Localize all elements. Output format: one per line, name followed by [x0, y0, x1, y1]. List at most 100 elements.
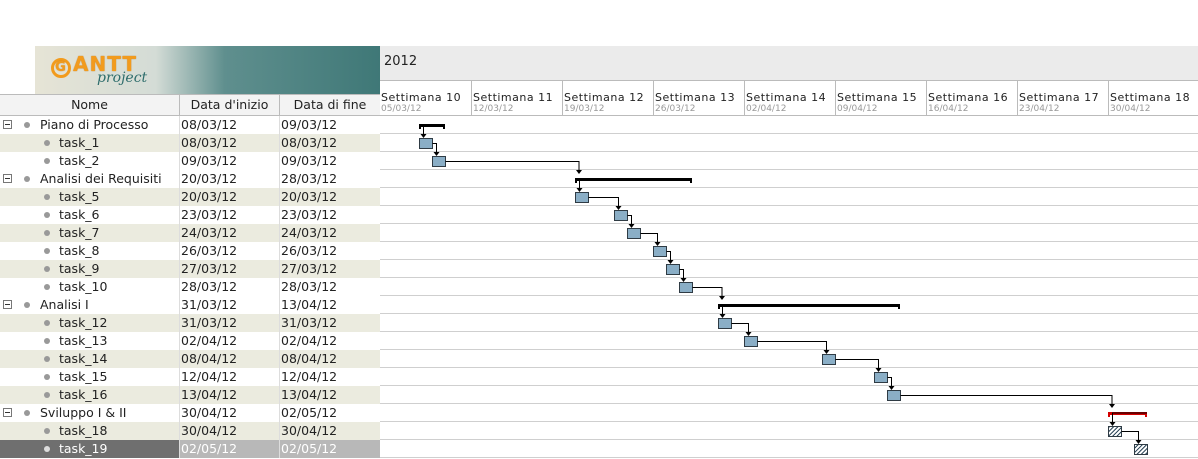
task-start-date[interactable]: 31/03/12 [180, 314, 280, 332]
summary-bar-right-cap[interactable] [690, 178, 692, 183]
task-name-cell[interactable]: task_7 [0, 224, 180, 242]
task-bar[interactable] [1108, 426, 1122, 437]
task-start-date[interactable]: 13/04/12 [180, 386, 280, 404]
task-group-row[interactable]: Piano di Processo 08/03/12 09/03/12 [0, 116, 380, 134]
task-end-date[interactable]: 28/03/12 [281, 171, 338, 186]
task-start-date[interactable]: 27/03/12 [180, 260, 280, 278]
task-row[interactable]: task_7 24/03/12 24/03/12 [0, 224, 380, 242]
task-start-date[interactable]: 28/03/12 [180, 278, 280, 296]
task-bar[interactable] [627, 228, 641, 239]
task-bar[interactable] [575, 192, 589, 203]
column-header-start[interactable]: Data d'inizio [180, 95, 280, 115]
task-end-date[interactable]: 30/04/12 [281, 423, 338, 438]
task-name-cell[interactable]: task_10 [0, 278, 180, 296]
summary-bar-right-cap[interactable] [1145, 412, 1147, 417]
task-name-cell[interactable]: task_19 [0, 440, 180, 458]
task-name-cell[interactable]: task_12 [0, 314, 180, 332]
summary-bar-left-cap[interactable] [1108, 412, 1110, 417]
task-start-date[interactable]: 24/03/12 [180, 224, 280, 242]
task-group-row[interactable]: Analisi dei Requisiti 20/03/12 28/03/12 [0, 170, 380, 188]
task-end-date[interactable]: 13/04/12 [281, 297, 338, 312]
task-bar[interactable] [1134, 444, 1148, 455]
task-end-date[interactable]: 27/03/12 [281, 261, 338, 276]
task-end-date[interactable]: 23/03/12 [281, 207, 338, 222]
task-start-date[interactable]: 26/03/12 [180, 242, 280, 260]
task-group-row[interactable]: Sviluppo I & II 30/04/12 02/05/12 [0, 404, 380, 422]
collapse-toggle-icon[interactable] [3, 408, 12, 417]
task-name-cell[interactable]: task_15 [0, 368, 180, 386]
task-bar[interactable] [679, 282, 693, 293]
task-row[interactable]: task_10 28/03/12 28/03/12 [0, 278, 380, 296]
task-row[interactable]: task_2 09/03/12 09/03/12 [0, 152, 380, 170]
summary-bar-right-cap[interactable] [443, 124, 445, 129]
summary-bar-right-cap[interactable] [898, 304, 900, 309]
task-row[interactable]: task_19 02/05/12 02/05/12 [0, 440, 380, 458]
task-name-cell[interactable]: task_1 [0, 134, 180, 152]
task-bar[interactable] [874, 372, 888, 383]
collapse-toggle-icon[interactable] [3, 174, 12, 183]
task-name-cell[interactable]: task_16 [0, 386, 180, 404]
task-row[interactable]: task_16 13/04/12 13/04/12 [0, 386, 380, 404]
task-name-cell[interactable]: task_14 [0, 350, 180, 368]
task-name-cell[interactable]: task_6 [0, 206, 180, 224]
task-bar[interactable] [666, 264, 680, 275]
task-end-date[interactable]: 26/03/12 [281, 243, 338, 258]
task-end-date[interactable]: 09/03/12 [281, 153, 338, 168]
task-start-date[interactable]: 02/04/12 [180, 332, 280, 350]
task-row[interactable]: task_13 02/04/12 02/04/12 [0, 332, 380, 350]
task-row[interactable]: task_9 27/03/12 27/03/12 [0, 260, 380, 278]
task-group-row[interactable]: Analisi I 31/03/12 13/04/12 [0, 296, 380, 314]
task-row[interactable]: task_6 23/03/12 23/03/12 [0, 206, 380, 224]
task-start-date[interactable]: 23/03/12 [180, 206, 280, 224]
summary-bar-left-cap[interactable] [575, 178, 577, 183]
task-row[interactable]: task_12 31/03/12 31/03/12 [0, 314, 380, 332]
task-row[interactable]: task_15 12/04/12 12/04/12 [0, 368, 380, 386]
task-start-date[interactable]: 08/04/12 [180, 350, 280, 368]
task-name-cell[interactable]: Analisi I [0, 296, 180, 314]
task-name-cell[interactable]: Analisi dei Requisiti [0, 170, 180, 188]
task-row[interactable]: task_8 26/03/12 26/03/12 [0, 242, 380, 260]
task-bar[interactable] [744, 336, 758, 347]
task-end-date[interactable]: 02/04/12 [281, 333, 338, 348]
summary-bar-left-cap[interactable] [718, 304, 720, 309]
task-name-cell[interactable]: task_9 [0, 260, 180, 278]
task-bar[interactable] [822, 354, 836, 365]
task-start-date[interactable]: 08/03/12 [180, 134, 280, 152]
task-start-date[interactable]: 20/03/12 [180, 188, 280, 206]
task-start-date[interactable]: 30/04/12 [180, 404, 280, 422]
task-start-date[interactable]: 20/03/12 [180, 170, 280, 188]
task-start-date[interactable]: 09/03/12 [180, 152, 280, 170]
collapse-toggle-icon[interactable] [3, 120, 12, 129]
task-start-date[interactable]: 02/05/12 [180, 440, 280, 458]
task-start-date[interactable]: 30/04/12 [180, 422, 280, 440]
task-name-cell[interactable]: task_2 [0, 152, 180, 170]
task-bar[interactable] [887, 390, 901, 401]
task-row[interactable]: task_14 08/04/12 08/04/12 [0, 350, 380, 368]
task-start-date[interactable]: 12/04/12 [180, 368, 280, 386]
column-header-name[interactable]: Nome [0, 95, 180, 115]
column-header-end[interactable]: Data di fine [293, 97, 367, 112]
task-bar[interactable] [614, 210, 628, 221]
task-name-cell[interactable]: Sviluppo I & II [0, 404, 180, 422]
task-row[interactable]: task_1 08/03/12 08/03/12 [0, 134, 380, 152]
collapse-toggle-icon[interactable] [3, 300, 12, 309]
task-end-date[interactable]: 20/03/12 [281, 189, 338, 204]
task-bar[interactable] [419, 138, 433, 149]
task-name-cell[interactable]: task_18 [0, 422, 180, 440]
task-end-date[interactable]: 09/03/12 [281, 117, 338, 132]
task-end-date[interactable]: 24/03/12 [281, 225, 338, 240]
task-name-cell[interactable]: task_13 [0, 332, 180, 350]
task-bar[interactable] [718, 318, 732, 329]
task-name-cell[interactable]: Piano di Processo [0, 116, 180, 134]
task-end-date[interactable]: 13/04/12 [281, 387, 338, 402]
task-end-date[interactable]: 02/05/12 [280, 440, 380, 458]
task-end-date[interactable]: 12/04/12 [281, 369, 338, 384]
task-name-cell[interactable]: task_8 [0, 242, 180, 260]
task-end-date[interactable]: 28/03/12 [281, 279, 338, 294]
task-end-date[interactable]: 31/03/12 [281, 315, 338, 330]
task-name-cell[interactable]: task_5 [0, 188, 180, 206]
task-row[interactable]: task_5 20/03/12 20/03/12 [0, 188, 380, 206]
task-end-date[interactable]: 08/03/12 [281, 135, 338, 150]
summary-bar-left-cap[interactable] [419, 124, 421, 129]
task-bar[interactable] [432, 156, 446, 167]
